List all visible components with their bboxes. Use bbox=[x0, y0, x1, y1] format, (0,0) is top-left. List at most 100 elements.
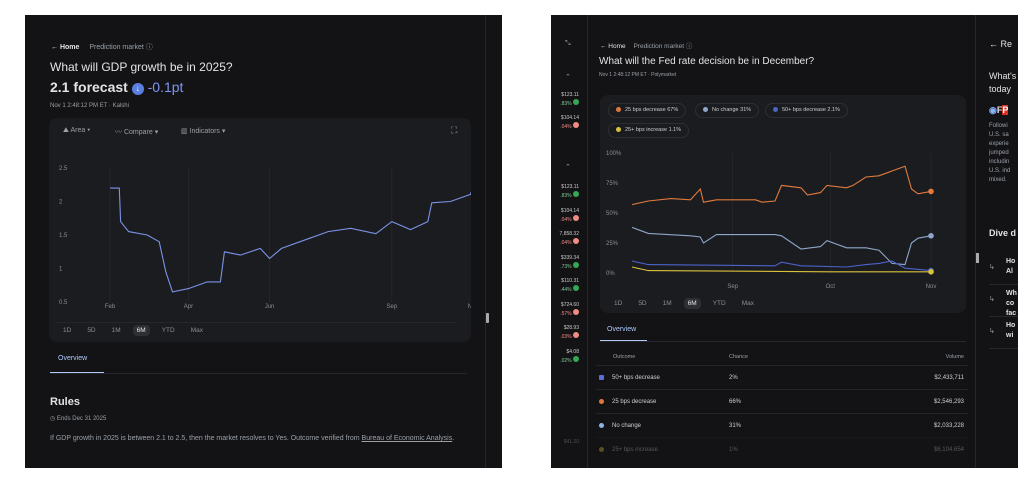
home-link[interactable]: ← Home bbox=[51, 44, 80, 51]
gdp-market-panel: ← Home Prediction market ⓘ What will GDP… bbox=[25, 15, 502, 468]
chevron-up-icon[interactable]: ⌃ bbox=[565, 164, 571, 171]
related-item-label: Ho wi bbox=[1006, 322, 1016, 339]
legend-dot bbox=[703, 107, 708, 112]
ticker-change: .57% bbox=[560, 310, 572, 317]
range-max[interactable]: Max bbox=[741, 300, 754, 307]
ticker-item[interactable]: $4.08 .02% bbox=[551, 348, 579, 365]
range-1m[interactable]: 1M bbox=[662, 300, 672, 307]
info-icon[interactable]: ⓘ bbox=[145, 44, 153, 51]
related-item[interactable]: ↳ Ho Al bbox=[989, 255, 1018, 285]
legend-label: 25+ bps increase 1.1% bbox=[625, 127, 682, 133]
info-icon[interactable]: ⓘ bbox=[685, 43, 693, 50]
divider bbox=[50, 373, 467, 374]
ticker-item[interactable]: $123.11 .83% bbox=[551, 183, 579, 200]
ticker-item[interactable]: $123.11 .83% bbox=[551, 91, 579, 108]
ticker-item[interactable]: $339.34 .73% bbox=[551, 254, 579, 271]
series-endpoint[interactable] bbox=[928, 188, 934, 195]
related-item-label: Ho Al bbox=[1006, 258, 1016, 275]
source-logo: ◉FP bbox=[989, 105, 1009, 115]
resize-handle[interactable] bbox=[486, 313, 489, 323]
meta: Nov 1 2:48:12 PM ET · Kalshi bbox=[50, 103, 129, 109]
source: Kalshi bbox=[112, 103, 129, 109]
related-item[interactable]: ↳ Ho wi bbox=[989, 319, 1018, 349]
chart-card: 25 bps decrease 67% No change 31% 50+ bps … bbox=[600, 95, 966, 313]
area-label: Area bbox=[70, 127, 86, 134]
divider bbox=[587, 15, 588, 468]
up-badge-icon bbox=[573, 99, 579, 105]
up-badge-icon bbox=[573, 285, 579, 291]
range-max[interactable]: Max bbox=[190, 327, 203, 334]
legend-chip[interactable]: 25+ bps increase 1.1% bbox=[608, 123, 690, 138]
outcome-volume: $6,104,654 bbox=[933, 447, 964, 453]
table-row[interactable]: No change 31% $2,033,228 bbox=[596, 413, 968, 437]
ticker-item[interactable]: $28.93 .03% bbox=[551, 324, 579, 341]
legend-chip[interactable]: 50+ bps decrease 2.1% bbox=[765, 103, 848, 118]
up-badge-icon bbox=[573, 191, 579, 197]
ticker-item[interactable]: $104.14 .04% bbox=[551, 207, 579, 224]
ticker-price: $123.11 bbox=[561, 92, 579, 98]
page-title: What will the Fed rate decision be in De… bbox=[599, 56, 815, 67]
fullscreen-icon[interactable]: ⛶ bbox=[451, 125, 458, 135]
rules-text: If GDP growth in 2025 is between 2.1 to … bbox=[50, 432, 470, 445]
ticker-item[interactable]: $104.14 .04% bbox=[551, 114, 579, 131]
table-row[interactable]: 25 bps decrease 66% $2,546,293 bbox=[596, 389, 968, 413]
outcome-name: 25+ bps increase bbox=[612, 447, 658, 453]
forecast-change: -0.1pt bbox=[147, 79, 184, 95]
range-ytd[interactable]: YTD bbox=[161, 327, 175, 334]
ticker-column: ⤡ ⌃ ⌃ $123.11 .83% $104.14 .04% $123.11 .83… bbox=[551, 15, 585, 468]
home-link[interactable]: ← Home bbox=[600, 43, 626, 50]
tab-overview[interactable]: Overview bbox=[58, 355, 88, 362]
rules-heading: Rules bbox=[50, 396, 80, 408]
series-endpoint[interactable] bbox=[470, 191, 471, 197]
breadcrumb-section: Prediction market bbox=[89, 44, 144, 51]
legend-label: 50+ bps decrease 2.1% bbox=[782, 107, 840, 113]
down-badge-icon bbox=[573, 122, 579, 128]
series-endpoint[interactable] bbox=[928, 233, 934, 239]
legend-dot bbox=[773, 107, 778, 112]
legend-label: No change 31% bbox=[712, 107, 752, 113]
meta: Nov 1 2:48:12 PM ET · Polymarket bbox=[599, 72, 677, 78]
side-body: Followi U.S. sa experie jumped includin … bbox=[989, 123, 1011, 183]
range-6m[interactable]: 6M bbox=[132, 325, 150, 336]
col-chance: Chance bbox=[729, 354, 748, 360]
range-5d[interactable]: 5D bbox=[638, 300, 647, 307]
tab-overview[interactable]: Overview bbox=[607, 326, 637, 333]
range-1d[interactable]: 1D bbox=[614, 300, 623, 307]
series-line-50-bps-decrease bbox=[631, 260, 932, 272]
ticker-item[interactable]: 7,858.32 .04% bbox=[551, 230, 579, 247]
timestamp: Nov 1 2:48:12 PM ET bbox=[599, 72, 647, 78]
legend-chip[interactable]: No change 31% bbox=[695, 103, 760, 118]
outcome-color-dot bbox=[599, 399, 604, 404]
side-back[interactable]: ← Re bbox=[989, 39, 1013, 49]
related-item[interactable]: ↳ Wh co fac bbox=[989, 287, 1018, 317]
ticker-change: .04% bbox=[560, 124, 572, 130]
ticker-price: $104.14 bbox=[560, 115, 579, 121]
legend-dot bbox=[616, 127, 621, 132]
area-dropdown[interactable]: ⛰ Area ▾ bbox=[63, 127, 91, 134]
ticker-item[interactable]: $724.60 .57% bbox=[551, 301, 579, 318]
series-endpoint[interactable] bbox=[928, 269, 934, 275]
range-1d[interactable]: 1D bbox=[63, 327, 72, 334]
range-1m[interactable]: 1M bbox=[111, 327, 121, 334]
bea-link[interactable]: Bureau of Economic Analysis bbox=[361, 435, 453, 442]
ticker-item[interactable]: $41.20 bbox=[551, 439, 579, 445]
collapse-icon[interactable]: ⤡ bbox=[565, 40, 571, 47]
series-line-no-change bbox=[631, 226, 932, 266]
resize-handle[interactable] bbox=[976, 253, 979, 263]
rules-body: If GDP growth in 2025 is between 2.1 to … bbox=[50, 435, 362, 442]
down-badge-icon bbox=[573, 238, 579, 244]
compare-icon: 〰 bbox=[115, 129, 122, 136]
table-row[interactable]: 50+ bps decrease 2% $2,433,711 bbox=[596, 365, 968, 389]
compare-dropdown[interactable]: 〰 Compare ▾ bbox=[115, 129, 159, 136]
range-5d[interactable]: 5D bbox=[87, 327, 96, 334]
chevron-up-icon[interactable]: ⌃ bbox=[565, 74, 571, 81]
indicators-dropdown[interactable]: ▥ Indicators ▾ bbox=[181, 128, 226, 135]
table-row[interactable]: 25+ bps increase 1% $6,104,654 bbox=[596, 437, 968, 461]
range-6m[interactable]: 6M bbox=[683, 298, 701, 309]
outcome-volume: $2,433,711 bbox=[934, 375, 964, 381]
legend-chip[interactable]: 25 bps decrease 67% bbox=[608, 103, 687, 118]
ticker-item[interactable]: $110.31 .44% bbox=[551, 277, 579, 294]
ticker-price: $28.93 bbox=[563, 325, 579, 331]
range-ytd[interactable]: YTD bbox=[712, 300, 726, 307]
page-title: What will GDP growth be in 2025? bbox=[50, 60, 233, 74]
